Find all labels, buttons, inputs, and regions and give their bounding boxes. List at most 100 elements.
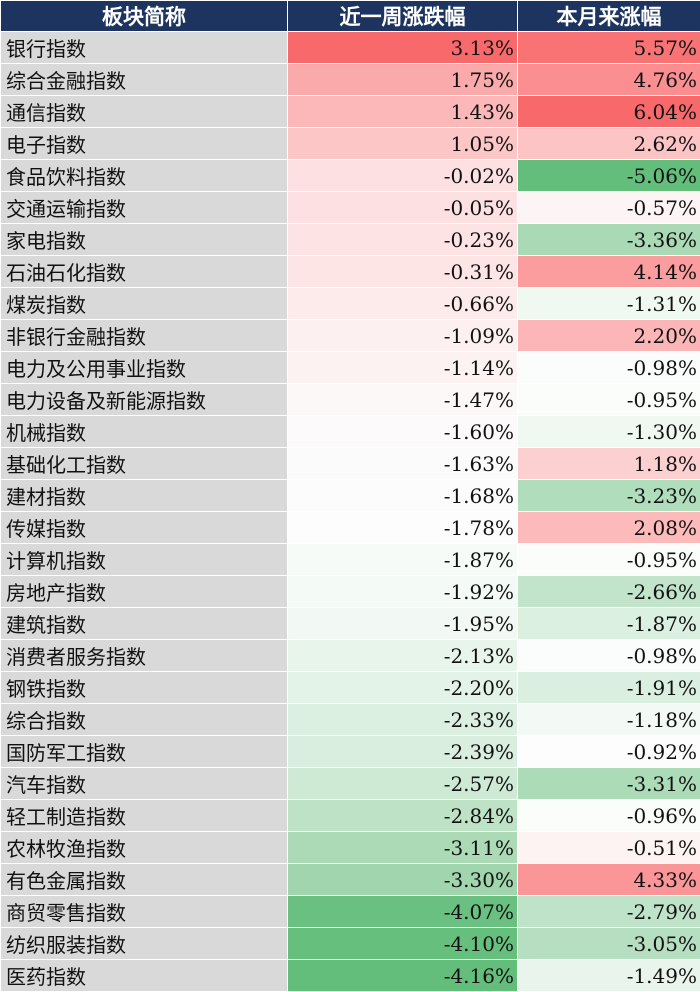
weekly-change-cell: 3.13%: [288, 32, 518, 64]
weekly-change-cell: -1.60%: [288, 416, 518, 448]
table-row: 综合指数-2.33%-1.18%: [1, 704, 700, 736]
weekly-change-cell: -1.68%: [288, 480, 518, 512]
table-row: 消费者服务指数-2.13%-0.98%: [1, 640, 700, 672]
sector-name-cell: 家电指数: [1, 224, 288, 256]
monthly-change-cell: -3.36%: [518, 224, 700, 256]
sector-name-cell: 银行指数: [1, 32, 288, 64]
monthly-change-cell: -0.95%: [518, 544, 700, 576]
monthly-change-cell: 6.04%: [518, 96, 700, 128]
monthly-change-cell: -1.31%: [518, 288, 700, 320]
table-row: 电力及公用事业指数-1.14%-0.98%: [1, 352, 700, 384]
monthly-change-cell: 2.62%: [518, 128, 700, 160]
table-row: 食品饮料指数-0.02%-5.06%: [1, 160, 700, 192]
monthly-change-cell: -0.98%: [518, 352, 700, 384]
weekly-change-cell: -0.31%: [288, 256, 518, 288]
monthly-change-cell: 2.20%: [518, 320, 700, 352]
sector-name-cell: 商贸零售指数: [1, 896, 288, 928]
monthly-change-cell: 5.57%: [518, 32, 700, 64]
table-row: 纺织服装指数-4.10%-3.05%: [1, 928, 700, 960]
weekly-change-cell: -1.78%: [288, 512, 518, 544]
monthly-change-cell: -1.91%: [518, 672, 700, 704]
monthly-change-cell: -1.18%: [518, 704, 700, 736]
table-row: 钢铁指数-2.20%-1.91%: [1, 672, 700, 704]
weekly-change-cell: -1.47%: [288, 384, 518, 416]
table-row: 国防军工指数-2.39%-0.92%: [1, 736, 700, 768]
weekly-change-cell: -2.84%: [288, 800, 518, 832]
sector-name-cell: 钢铁指数: [1, 672, 288, 704]
monthly-change-cell: -0.98%: [518, 640, 700, 672]
table-row: 传媒指数-1.78%2.08%: [1, 512, 700, 544]
weekly-change-cell: -1.95%: [288, 608, 518, 640]
table-row: 建材指数-1.68%-3.23%: [1, 480, 700, 512]
sector-name-cell: 农林牧渔指数: [1, 832, 288, 864]
header-row: 板块简称 近一周涨跌幅 本月来涨幅: [1, 1, 700, 32]
monthly-change-cell: -3.31%: [518, 768, 700, 800]
monthly-change-cell: 1.18%: [518, 448, 700, 480]
weekly-change-cell: -2.20%: [288, 672, 518, 704]
table-row: 家电指数-0.23%-3.36%: [1, 224, 700, 256]
table-row: 煤炭指数-0.66%-1.31%: [1, 288, 700, 320]
sector-name-cell: 医药指数: [1, 960, 288, 992]
table-row: 机械指数-1.60%-1.30%: [1, 416, 700, 448]
sector-name-cell: 建材指数: [1, 480, 288, 512]
table-row: 轻工制造指数-2.84%-0.96%: [1, 800, 700, 832]
sector-name-cell: 石油石化指数: [1, 256, 288, 288]
table-row: 电力设备及新能源指数-1.47%-0.95%: [1, 384, 700, 416]
table-row: 石油石化指数-0.31%4.14%: [1, 256, 700, 288]
weekly-change-cell: -2.39%: [288, 736, 518, 768]
sector-name-cell: 传媒指数: [1, 512, 288, 544]
table-row: 商贸零售指数-4.07%-2.79%: [1, 896, 700, 928]
weekly-change-cell: -0.23%: [288, 224, 518, 256]
weekly-change-cell: -0.02%: [288, 160, 518, 192]
weekly-change-cell: -0.66%: [288, 288, 518, 320]
weekly-change-cell: -1.92%: [288, 576, 518, 608]
table-row: 农林牧渔指数-3.11%-0.51%: [1, 832, 700, 864]
sector-name-cell: 食品饮料指数: [1, 160, 288, 192]
sector-name-cell: 交通运输指数: [1, 192, 288, 224]
monthly-change-cell: -3.05%: [518, 928, 700, 960]
sector-name-cell: 煤炭指数: [1, 288, 288, 320]
weekly-change-cell: -2.33%: [288, 704, 518, 736]
table-row: 有色金属指数-3.30%4.33%: [1, 864, 700, 896]
sector-name-cell: 通信指数: [1, 96, 288, 128]
weekly-change-cell: -0.05%: [288, 192, 518, 224]
monthly-change-cell: -2.66%: [518, 576, 700, 608]
table-row: 非银行金融指数-1.09%2.20%: [1, 320, 700, 352]
table-row: 交通运输指数-0.05%-0.57%: [1, 192, 700, 224]
weekly-change-cell: 1.43%: [288, 96, 518, 128]
weekly-change-cell: -4.16%: [288, 960, 518, 992]
weekly-change-cell: -1.09%: [288, 320, 518, 352]
header-sector-name: 板块简称: [1, 1, 288, 32]
sector-name-cell: 综合指数: [1, 704, 288, 736]
weekly-change-cell: 1.05%: [288, 128, 518, 160]
sector-name-cell: 电子指数: [1, 128, 288, 160]
sector-name-cell: 电力设备及新能源指数: [1, 384, 288, 416]
sector-name-cell: 电力及公用事业指数: [1, 352, 288, 384]
sector-name-cell: 基础化工指数: [1, 448, 288, 480]
table-row: 计算机指数-1.87%-0.95%: [1, 544, 700, 576]
monthly-change-cell: -0.57%: [518, 192, 700, 224]
sector-name-cell: 国防军工指数: [1, 736, 288, 768]
sector-name-cell: 建筑指数: [1, 608, 288, 640]
monthly-change-cell: 4.14%: [518, 256, 700, 288]
monthly-change-cell: 2.08%: [518, 512, 700, 544]
weekly-change-cell: -1.14%: [288, 352, 518, 384]
sector-name-cell: 有色金属指数: [1, 864, 288, 896]
sector-name-cell: 轻工制造指数: [1, 800, 288, 832]
monthly-change-cell: -1.87%: [518, 608, 700, 640]
monthly-change-cell: -3.23%: [518, 480, 700, 512]
weekly-change-cell: -4.10%: [288, 928, 518, 960]
sector-name-cell: 房地产指数: [1, 576, 288, 608]
table-row: 建筑指数-1.95%-1.87%: [1, 608, 700, 640]
table-row: 汽车指数-2.57%-3.31%: [1, 768, 700, 800]
weekly-change-cell: -1.63%: [288, 448, 518, 480]
header-weekly-change: 近一周涨跌幅: [288, 1, 518, 32]
weekly-change-cell: -2.13%: [288, 640, 518, 672]
monthly-change-cell: -5.06%: [518, 160, 700, 192]
weekly-change-cell: -1.87%: [288, 544, 518, 576]
